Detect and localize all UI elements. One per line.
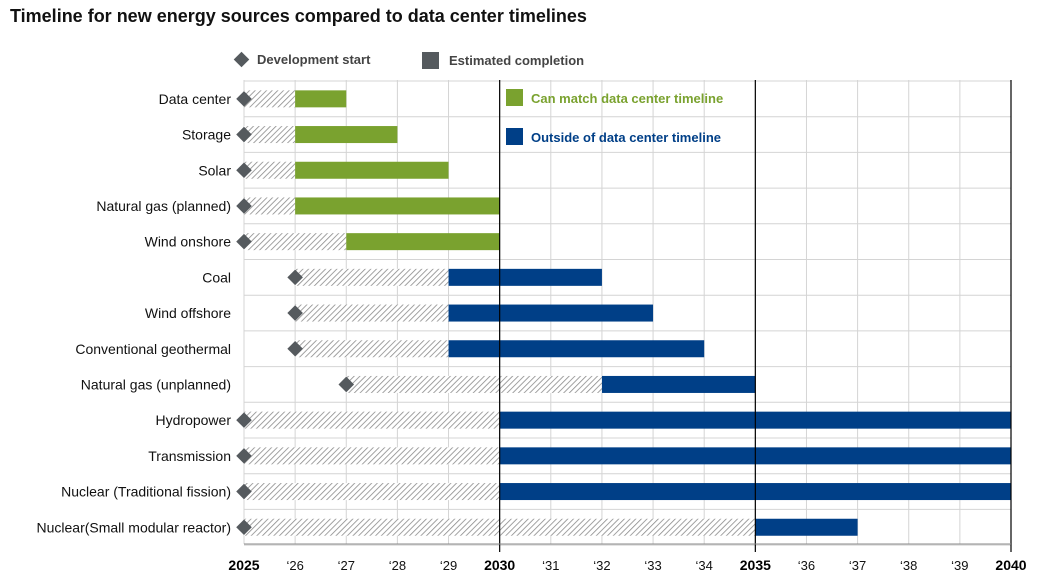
x-tick-label: ‘32 bbox=[593, 558, 610, 573]
legend-outside-swatch bbox=[506, 128, 523, 145]
development-bar bbox=[295, 268, 449, 286]
category-label: Wind onshore bbox=[145, 234, 232, 250]
development-start-marker bbox=[236, 91, 252, 107]
category-label: Natural gas (planned) bbox=[96, 198, 231, 214]
completion-bar bbox=[295, 90, 347, 108]
x-tick-label: ‘34 bbox=[696, 558, 713, 573]
category-label: Conventional geothermal bbox=[75, 341, 231, 357]
completion-bar bbox=[295, 197, 500, 215]
development-start-marker bbox=[236, 126, 252, 143]
x-tick-label: ‘29 bbox=[440, 558, 457, 573]
x-tick-label: ‘36 bbox=[798, 558, 815, 573]
legend-match-swatch bbox=[506, 89, 523, 106]
development-bar bbox=[244, 411, 500, 429]
x-tick-label: 2040 bbox=[995, 557, 1026, 573]
category-label: Transmission bbox=[148, 448, 231, 464]
development-bar bbox=[244, 126, 296, 144]
legend-development-start-label: Development start bbox=[257, 52, 371, 67]
development-bar bbox=[244, 483, 500, 501]
square-icon bbox=[422, 52, 439, 69]
category-label: Wind offshore bbox=[145, 305, 231, 321]
x-tick-label: ‘33 bbox=[644, 558, 661, 573]
completion-bar bbox=[448, 268, 602, 286]
development-start-marker bbox=[236, 233, 252, 250]
category-label: Data center bbox=[159, 91, 232, 107]
completion-bar bbox=[448, 304, 654, 322]
legend-match-label: Can match data center timeline bbox=[531, 91, 723, 106]
development-bar bbox=[244, 161, 296, 179]
category-label: Nuclear(Small modular reactor) bbox=[36, 519, 231, 535]
legend-outside-label: Outside of data center timeline bbox=[531, 130, 721, 145]
development-bar bbox=[295, 340, 449, 358]
development-bar bbox=[244, 233, 347, 251]
development-bar bbox=[244, 447, 500, 465]
completion-bar bbox=[346, 233, 500, 251]
legend-estimated-completion: Estimated completion bbox=[422, 52, 584, 69]
x-tick-label: ‘26 bbox=[286, 558, 303, 573]
development-start-marker bbox=[236, 519, 252, 536]
category-label: Coal bbox=[202, 269, 231, 285]
category-label: Solar bbox=[198, 162, 231, 178]
category-label: Nuclear (Traditional fission) bbox=[61, 484, 231, 500]
development-start-marker bbox=[236, 483, 252, 500]
x-tick-label: ‘37 bbox=[849, 558, 866, 573]
completion-bar bbox=[295, 161, 449, 179]
development-bar bbox=[346, 375, 602, 393]
category-label: Natural gas (unplanned) bbox=[81, 376, 231, 392]
development-start-marker bbox=[236, 448, 252, 464]
development-start-marker bbox=[236, 198, 252, 214]
x-tick-label: ‘28 bbox=[389, 558, 406, 573]
completion-bar bbox=[755, 518, 858, 536]
chart-title: Timeline for new energy sources compared… bbox=[10, 6, 587, 26]
completion-bar bbox=[601, 375, 756, 393]
category-label: Hydropower bbox=[156, 412, 232, 428]
x-tick-label: ‘27 bbox=[338, 558, 355, 573]
x-tick-label: ‘38 bbox=[900, 558, 917, 573]
development-bar bbox=[244, 90, 296, 108]
development-start-marker bbox=[236, 412, 252, 428]
completion-bar bbox=[448, 340, 705, 358]
legend-estimated-completion-label: Estimated completion bbox=[449, 53, 585, 68]
development-start-marker bbox=[236, 162, 252, 179]
development-bar bbox=[295, 304, 449, 322]
x-tick-label: ‘31 bbox=[542, 558, 559, 573]
x-tick-label: 2035 bbox=[740, 557, 771, 573]
x-tick-label: 2025 bbox=[228, 557, 259, 573]
x-tick-label: 2030 bbox=[484, 557, 515, 573]
x-tick-label: ‘39 bbox=[951, 558, 968, 573]
category-label: Storage bbox=[182, 127, 231, 143]
development-bar bbox=[244, 197, 296, 215]
legend-development-start: Development start bbox=[233, 51, 371, 68]
completion-bar bbox=[295, 126, 398, 144]
